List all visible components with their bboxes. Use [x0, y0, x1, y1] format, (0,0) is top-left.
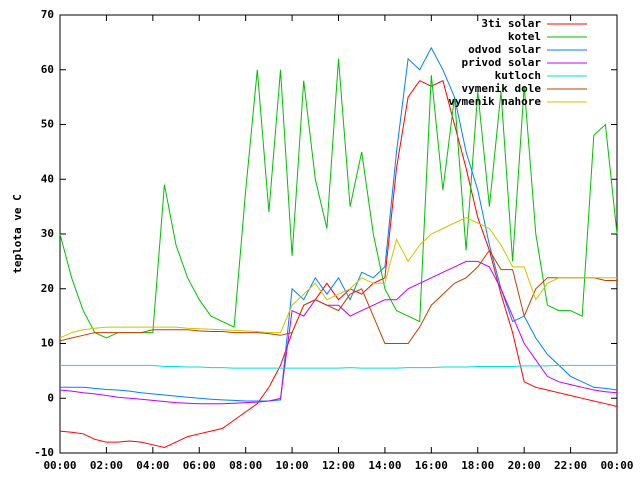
y-axis-label: teplota ve C: [11, 194, 24, 273]
x-tick-label: 04:00: [136, 459, 169, 472]
x-tick-label: 00:00: [600, 459, 633, 472]
series-line: [59, 260, 618, 405]
x-tick-label: 02:00: [90, 459, 123, 472]
x-tick-label: 00:00: [43, 459, 76, 472]
y-tick-label: 40: [41, 172, 54, 185]
y-tick-label: -10: [34, 446, 54, 459]
x-tick-label: 12:00: [322, 459, 355, 472]
y-tick-label: 70: [41, 8, 54, 21]
x-tick-label: 16:00: [415, 459, 448, 472]
series-line: [60, 364, 617, 369]
legend-label: kutloch: [495, 69, 541, 82]
x-tick-label: 14:00: [368, 459, 401, 472]
legend-label: 3ti solar: [481, 17, 541, 30]
x-tick-label: 22:00: [554, 459, 587, 472]
y-tick-label: 50: [41, 118, 54, 131]
series-line: [59, 217, 617, 339]
x-tick-label: 08:00: [229, 459, 262, 472]
y-tick-label: 20: [41, 282, 54, 295]
x-tick-label: 18:00: [461, 459, 494, 472]
y-tick-label: 0: [47, 391, 54, 404]
legend-label: kotel: [508, 30, 541, 43]
x-tick-label: 10:00: [276, 459, 309, 472]
legend-label: privod solar: [462, 56, 542, 69]
y-tick-label: 30: [41, 227, 54, 240]
y-tick-label: 10: [41, 337, 54, 350]
series-line: [59, 79, 618, 449]
series-line: [59, 58, 618, 339]
x-tick-label: 06:00: [183, 459, 216, 472]
legend-label: vymenik dole: [462, 82, 542, 95]
y-tick-label: 60: [41, 63, 54, 76]
series-line: [59, 249, 617, 344]
legend-label: vymenik nahore: [448, 95, 541, 108]
legend-label: odvod solar: [468, 43, 541, 56]
x-tick-label: 20:00: [508, 459, 541, 472]
